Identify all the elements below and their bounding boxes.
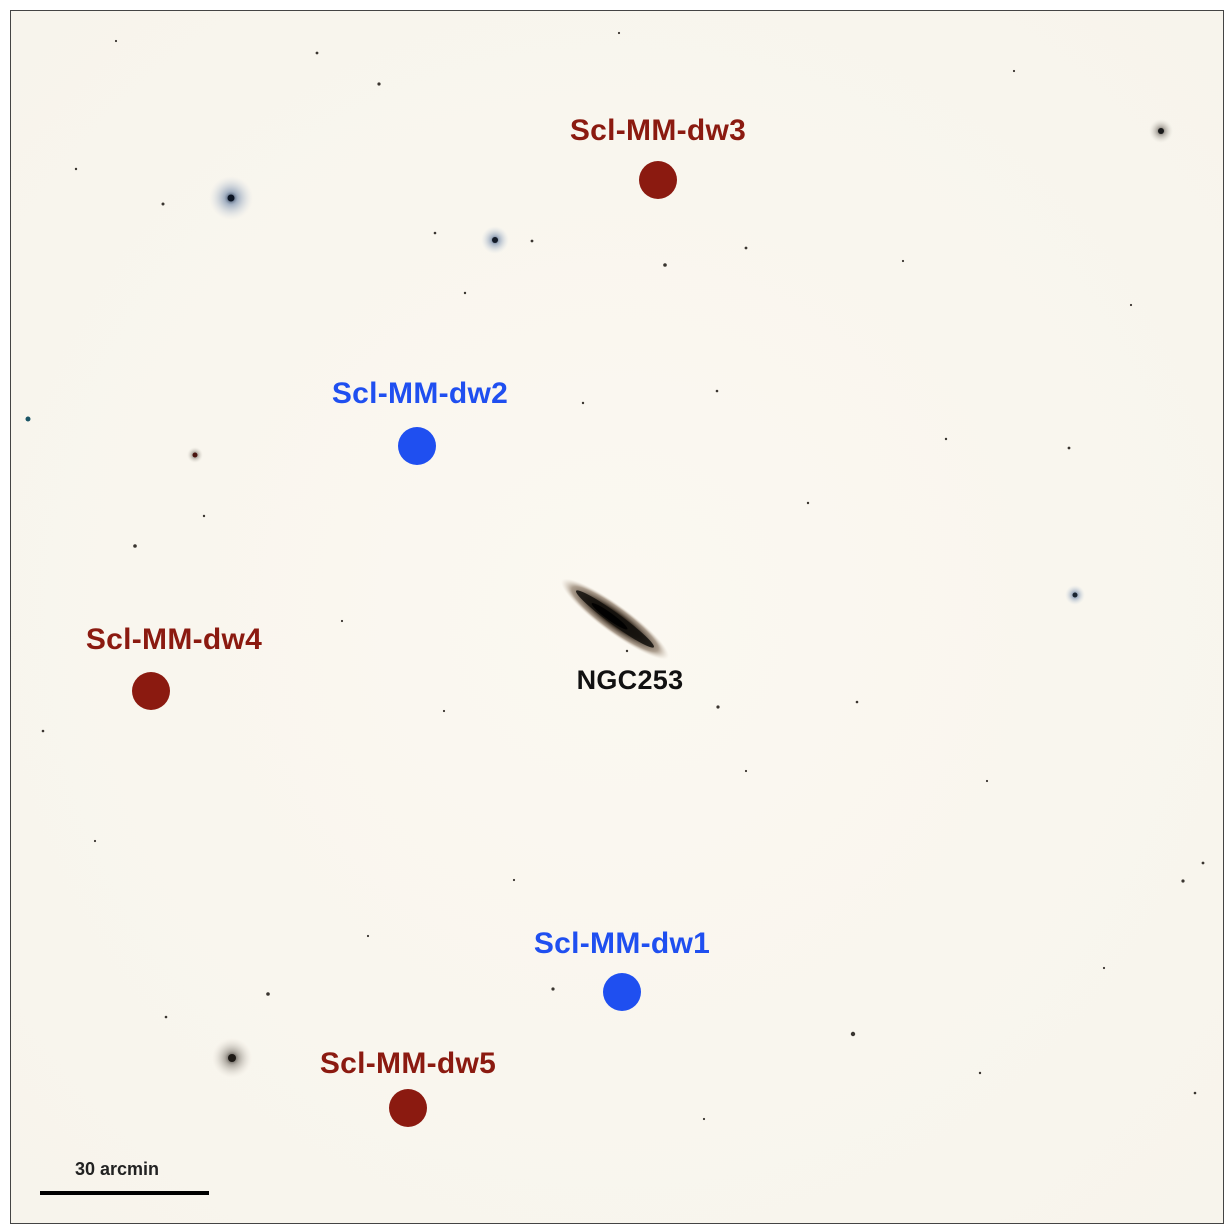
dwarf-label-dw1: Scl-MM-dw1 xyxy=(533,927,711,960)
dwarf-marker-dw4 xyxy=(132,672,170,710)
star xyxy=(25,416,31,422)
sky-image: Scl-MM-dw3 Scl-MM-dw2 Scl-MM-dw4 Scl-MM-… xyxy=(10,10,1224,1224)
faint-stars xyxy=(41,31,1205,1121)
star xyxy=(1158,128,1164,134)
dwarf-label-dw5: Scl-MM-dw5 xyxy=(319,1047,497,1080)
galaxy-label: NGC253 xyxy=(576,665,684,695)
dwarf-marker-dw5 xyxy=(389,1089,427,1127)
galaxy-ngc253 xyxy=(560,578,670,660)
star xyxy=(227,194,235,202)
star xyxy=(1072,592,1078,598)
star xyxy=(492,237,498,243)
dwarf-marker-dw1 xyxy=(603,973,641,1011)
star xyxy=(228,1054,236,1062)
dwarf-marker-dw3 xyxy=(639,161,677,199)
star xyxy=(192,452,198,458)
scale-bar xyxy=(40,1191,209,1195)
dwarf-label-dw4: Scl-MM-dw4 xyxy=(85,623,263,656)
dwarf-label-dw3: Scl-MM-dw3 xyxy=(569,114,747,147)
scale-label: 30 arcmin xyxy=(75,1159,160,1179)
dwarf-marker-dw2 xyxy=(398,427,436,465)
star-field xyxy=(25,31,1205,1121)
dwarf-label-dw2: Scl-MM-dw2 xyxy=(331,377,509,410)
